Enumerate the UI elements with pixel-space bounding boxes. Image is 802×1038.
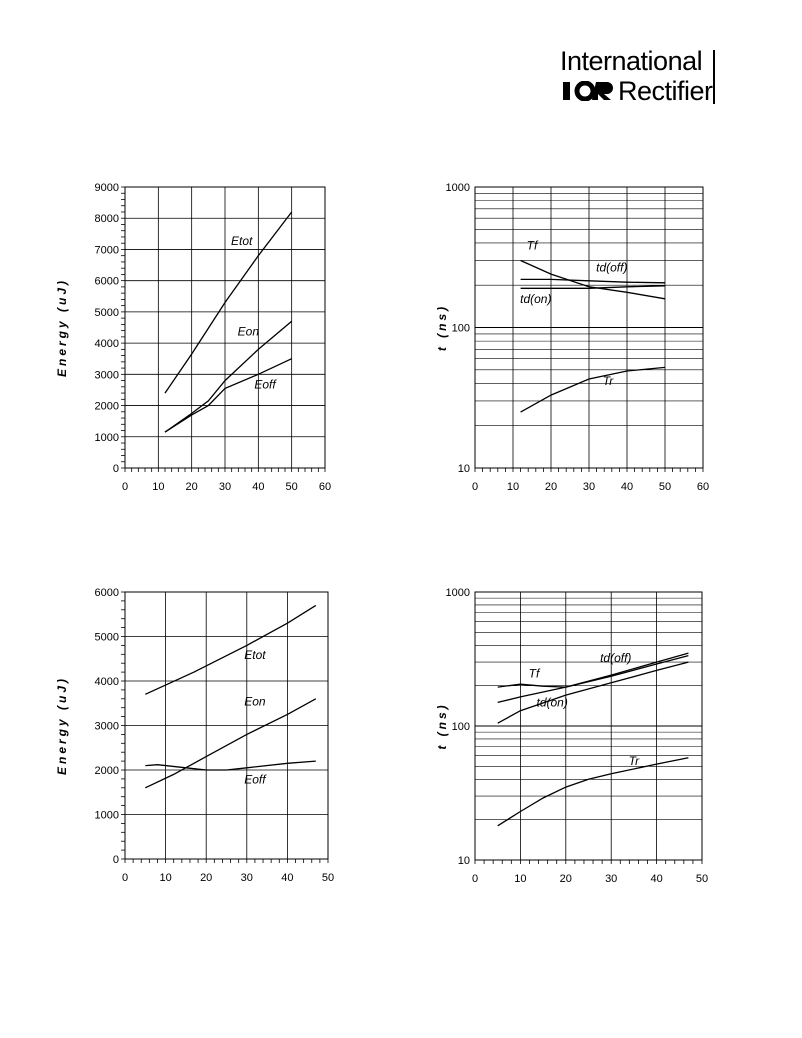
x-tick-label: 40: [281, 872, 293, 884]
logo-divider: [713, 50, 715, 104]
series-line-tr: [497, 757, 689, 827]
y-tick-label: 2000: [95, 765, 119, 777]
x-tick-label: 40: [621, 481, 633, 493]
y-tick-label: 1000: [446, 182, 470, 194]
series-line-td-on-: [520, 285, 666, 289]
series-line-td-on-: [497, 661, 689, 724]
y-tick-label: 10: [458, 855, 470, 867]
series-label: Eoff: [254, 377, 277, 391]
x-tick-label: 0: [122, 872, 128, 884]
series-line-eoff: [164, 358, 292, 433]
x-tick-label: 20: [545, 481, 557, 493]
chart-energy-vs-current: 0 10 20 30 40 50 60 0 1000 2000 3000 4000 5000 6000 70…: [55, 182, 331, 493]
x-tick-label: 30: [219, 481, 231, 493]
series-line-td-off-: [497, 654, 689, 704]
series-label: Eoff: [244, 772, 267, 786]
y-tick-label: 3000: [95, 721, 119, 733]
y-axis-label: t (ns): [435, 304, 449, 351]
series-line-td-off-: [520, 278, 666, 284]
plot-frame: [474, 591, 703, 861]
x-tick-label: 30: [605, 873, 617, 885]
x-tick-label: 0: [122, 481, 128, 493]
y-tick-label: 5000: [95, 307, 119, 319]
y-tick-label: 6000: [95, 587, 119, 599]
x-tick-label: 60: [319, 481, 331, 493]
x-tick-label: 10: [152, 481, 164, 493]
y-tick-label: 100: [452, 721, 470, 733]
ior-logo-mark-icon: [563, 81, 613, 101]
y-tick-label: 10: [458, 463, 470, 475]
series-label: Eon: [238, 324, 260, 338]
y-tick-label: 100: [452, 323, 470, 335]
y-tick-label: 5000: [95, 632, 119, 644]
y-tick-label: 1000: [95, 810, 119, 822]
series-label: td(on): [537, 695, 568, 709]
y-tick-label: 2000: [95, 401, 119, 413]
series-label: Tf: [527, 238, 539, 252]
x-tick-label: 30: [241, 872, 253, 884]
series-line-eoff: [145, 760, 316, 771]
series-label: td(off): [600, 651, 631, 665]
y-tick-label: 3000: [95, 369, 119, 381]
x-tick-label: 50: [696, 873, 708, 885]
y-tick-label: 0: [113, 854, 119, 866]
x-tick-label: 50: [322, 872, 334, 884]
company-logo: International Rectifier: [560, 46, 730, 108]
x-tick-label: 10: [159, 872, 171, 884]
y-axis-label: Energy (uJ): [55, 676, 69, 775]
plot-frame: [124, 186, 326, 469]
series-label: Tf: [529, 667, 541, 681]
plot-frame: [474, 186, 704, 469]
y-tick-label: 9000: [95, 182, 119, 194]
y-tick-label: 1000: [95, 432, 119, 444]
y-tick-label: 1000: [446, 587, 470, 599]
x-tick-label: 40: [252, 481, 264, 493]
series-line-tr: [520, 366, 666, 413]
x-tick-label: 50: [286, 481, 298, 493]
x-tick-label: 0: [472, 873, 478, 885]
series-line-eon: [164, 320, 293, 433]
y-tick-label: 0: [113, 463, 119, 475]
x-tick-label: 20: [200, 872, 212, 884]
series-line-eon: [145, 698, 317, 789]
y-tick-label: 4000: [95, 338, 119, 350]
y-tick-label: 8000: [95, 213, 119, 225]
x-tick-label: 60: [697, 481, 709, 493]
x-tick-label: 0: [472, 481, 478, 493]
series-line-etot: [164, 211, 293, 394]
chart-energy-vs-gate-resistance: 0 10 20 30 40 50 0 1000 2000 3000 4000 5000 6000 Ener…: [55, 587, 334, 884]
logo-text-rectifier: Rectifier: [618, 76, 713, 106]
x-tick-label: 40: [650, 873, 662, 885]
y-tick-label: 4000: [95, 676, 119, 688]
series-label: Etot: [231, 234, 253, 248]
series-label: Tr: [629, 754, 640, 768]
y-axis-label: Energy (uJ): [55, 278, 69, 377]
x-tick-label: 30: [583, 481, 595, 493]
x-tick-label: 20: [186, 481, 198, 493]
series-label: td(off): [596, 261, 627, 275]
series-label: Etot: [244, 648, 266, 662]
series-label: Eon: [244, 694, 266, 708]
series-label: td(on): [520, 292, 551, 306]
x-tick-label: 50: [659, 481, 671, 493]
y-tick-label: 6000: [95, 276, 119, 288]
x-tick-label: 10: [514, 873, 526, 885]
series-label: Tr: [603, 374, 614, 388]
x-tick-label: 20: [560, 873, 572, 885]
plot-frame: [124, 591, 329, 860]
y-axis-label: t (ns): [435, 702, 449, 749]
logo-text-international: International: [560, 46, 703, 76]
series-line-etot: [145, 604, 317, 695]
series-line-tf: [520, 259, 666, 300]
y-tick-label: 7000: [95, 244, 119, 256]
x-tick-label: 10: [507, 481, 519, 493]
